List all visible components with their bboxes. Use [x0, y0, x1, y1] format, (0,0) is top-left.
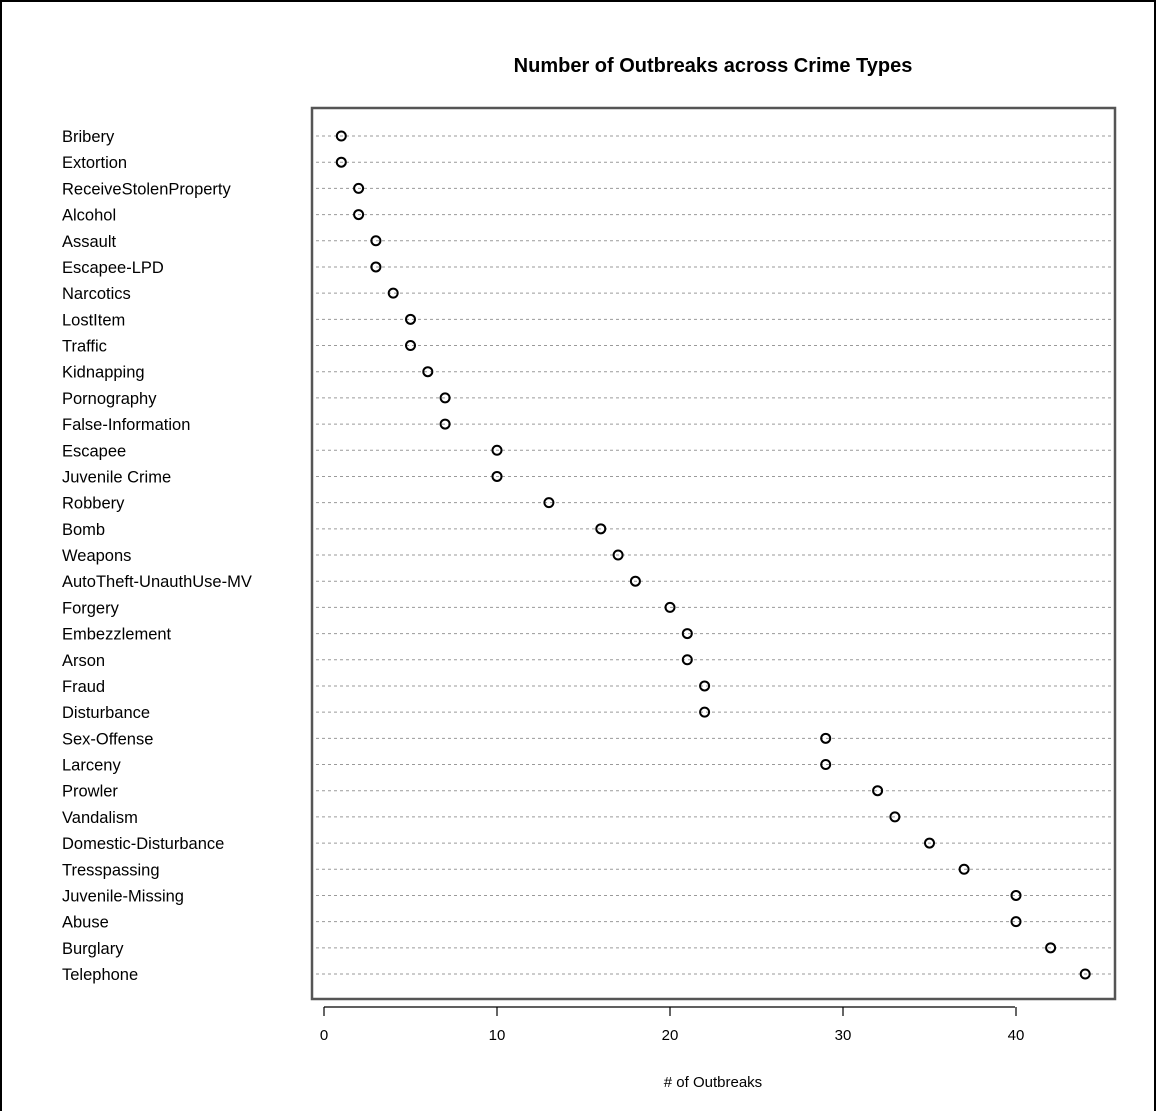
- x-tick-label: 30: [835, 1027, 852, 1044]
- x-axis: 0 10 20 30 40: [320, 1006, 1025, 1044]
- category-label: Narcotics: [62, 285, 131, 303]
- data-point: [595, 523, 607, 535]
- x-tick-label: 40: [1008, 1027, 1025, 1044]
- data-point: [439, 418, 451, 430]
- data-points: [335, 130, 1091, 980]
- data-point: [491, 470, 503, 482]
- category-labels: Bribery Extortion ReceiveStolenProperty Alc…: [62, 128, 252, 984]
- data-point: [629, 575, 641, 587]
- category-label: Abuse: [62, 914, 109, 932]
- x-tick-label: 0: [320, 1027, 328, 1044]
- category-label: Tresspassing: [62, 861, 160, 879]
- category-label: Weapons: [62, 547, 131, 565]
- x-axis-label: # of Outbreaks: [664, 1074, 762, 1091]
- category-label: False-Information: [62, 416, 190, 434]
- data-point: [335, 156, 347, 168]
- category-label: Juvenile-Missing: [62, 887, 184, 905]
- data-point: [681, 628, 693, 640]
- data-point: [439, 392, 451, 404]
- data-point: [820, 732, 832, 744]
- data-point: [370, 235, 382, 247]
- data-point: [612, 549, 624, 561]
- category-label: Prowler: [62, 783, 118, 801]
- category-label: Sex-Offense: [62, 730, 153, 748]
- category-label: ReceiveStolenProperty: [62, 180, 232, 198]
- category-label: Embezzlement: [62, 626, 172, 644]
- category-label: Pornography: [62, 390, 157, 408]
- data-point: [387, 287, 399, 299]
- category-label: Burglary: [62, 940, 124, 958]
- category-label: Arson: [62, 652, 105, 670]
- x-tick-label: 20: [662, 1027, 679, 1044]
- plot-area-border: [310, 106, 1117, 1001]
- data-point: [958, 863, 970, 875]
- category-label: Kidnapping: [62, 364, 145, 382]
- data-point: [820, 759, 832, 770]
- data-point: [353, 182, 365, 194]
- data-point: [1010, 889, 1022, 901]
- data-point: [491, 444, 503, 456]
- data-point: [543, 497, 555, 509]
- category-label: LostItem: [62, 311, 125, 329]
- category-label: Escapee-LPD: [62, 259, 164, 277]
- category-label: AutoTheft-UnauthUse-MV: [62, 573, 252, 591]
- data-point: [664, 601, 676, 613]
- category-label: Traffic: [62, 338, 107, 356]
- category-label: Alcohol: [62, 207, 116, 225]
- category-label: Larceny: [62, 757, 121, 775]
- data-point: [405, 313, 416, 325]
- x-tick-label: 10: [489, 1027, 506, 1044]
- category-label: Bribery: [62, 128, 115, 146]
- category-label: Fraud: [62, 678, 105, 696]
- category-label: Domestic-Disturbance: [62, 835, 224, 853]
- category-label: Telephone: [62, 966, 138, 984]
- data-point: [1045, 942, 1057, 954]
- data-point: [370, 261, 382, 273]
- data-point: [1079, 968, 1091, 980]
- category-label: Vandalism: [62, 809, 138, 827]
- data-point: [405, 340, 416, 351]
- category-label: Assault: [62, 233, 117, 251]
- grid-lines: [316, 135, 1111, 975]
- category-label: Disturbance: [62, 704, 150, 722]
- category-label: Extortion: [62, 154, 127, 172]
- data-point: [681, 654, 693, 666]
- data-point: [699, 706, 711, 718]
- category-label: Forgery: [62, 599, 120, 617]
- data-point: [422, 366, 434, 378]
- data-point: [924, 837, 935, 849]
- category-label: Escapee: [62, 442, 126, 460]
- data-point: [699, 680, 711, 692]
- data-point: [335, 130, 347, 142]
- data-point: [353, 209, 365, 221]
- data-point: [872, 785, 884, 797]
- data-point: [1010, 916, 1022, 928]
- chart-title: Number of Outbreaks across Crime Types: [514, 55, 913, 77]
- data-point: [889, 811, 901, 823]
- category-label: Juvenile Crime: [62, 468, 171, 486]
- category-label: Robbery: [62, 495, 125, 513]
- category-label: Bomb: [62, 521, 105, 539]
